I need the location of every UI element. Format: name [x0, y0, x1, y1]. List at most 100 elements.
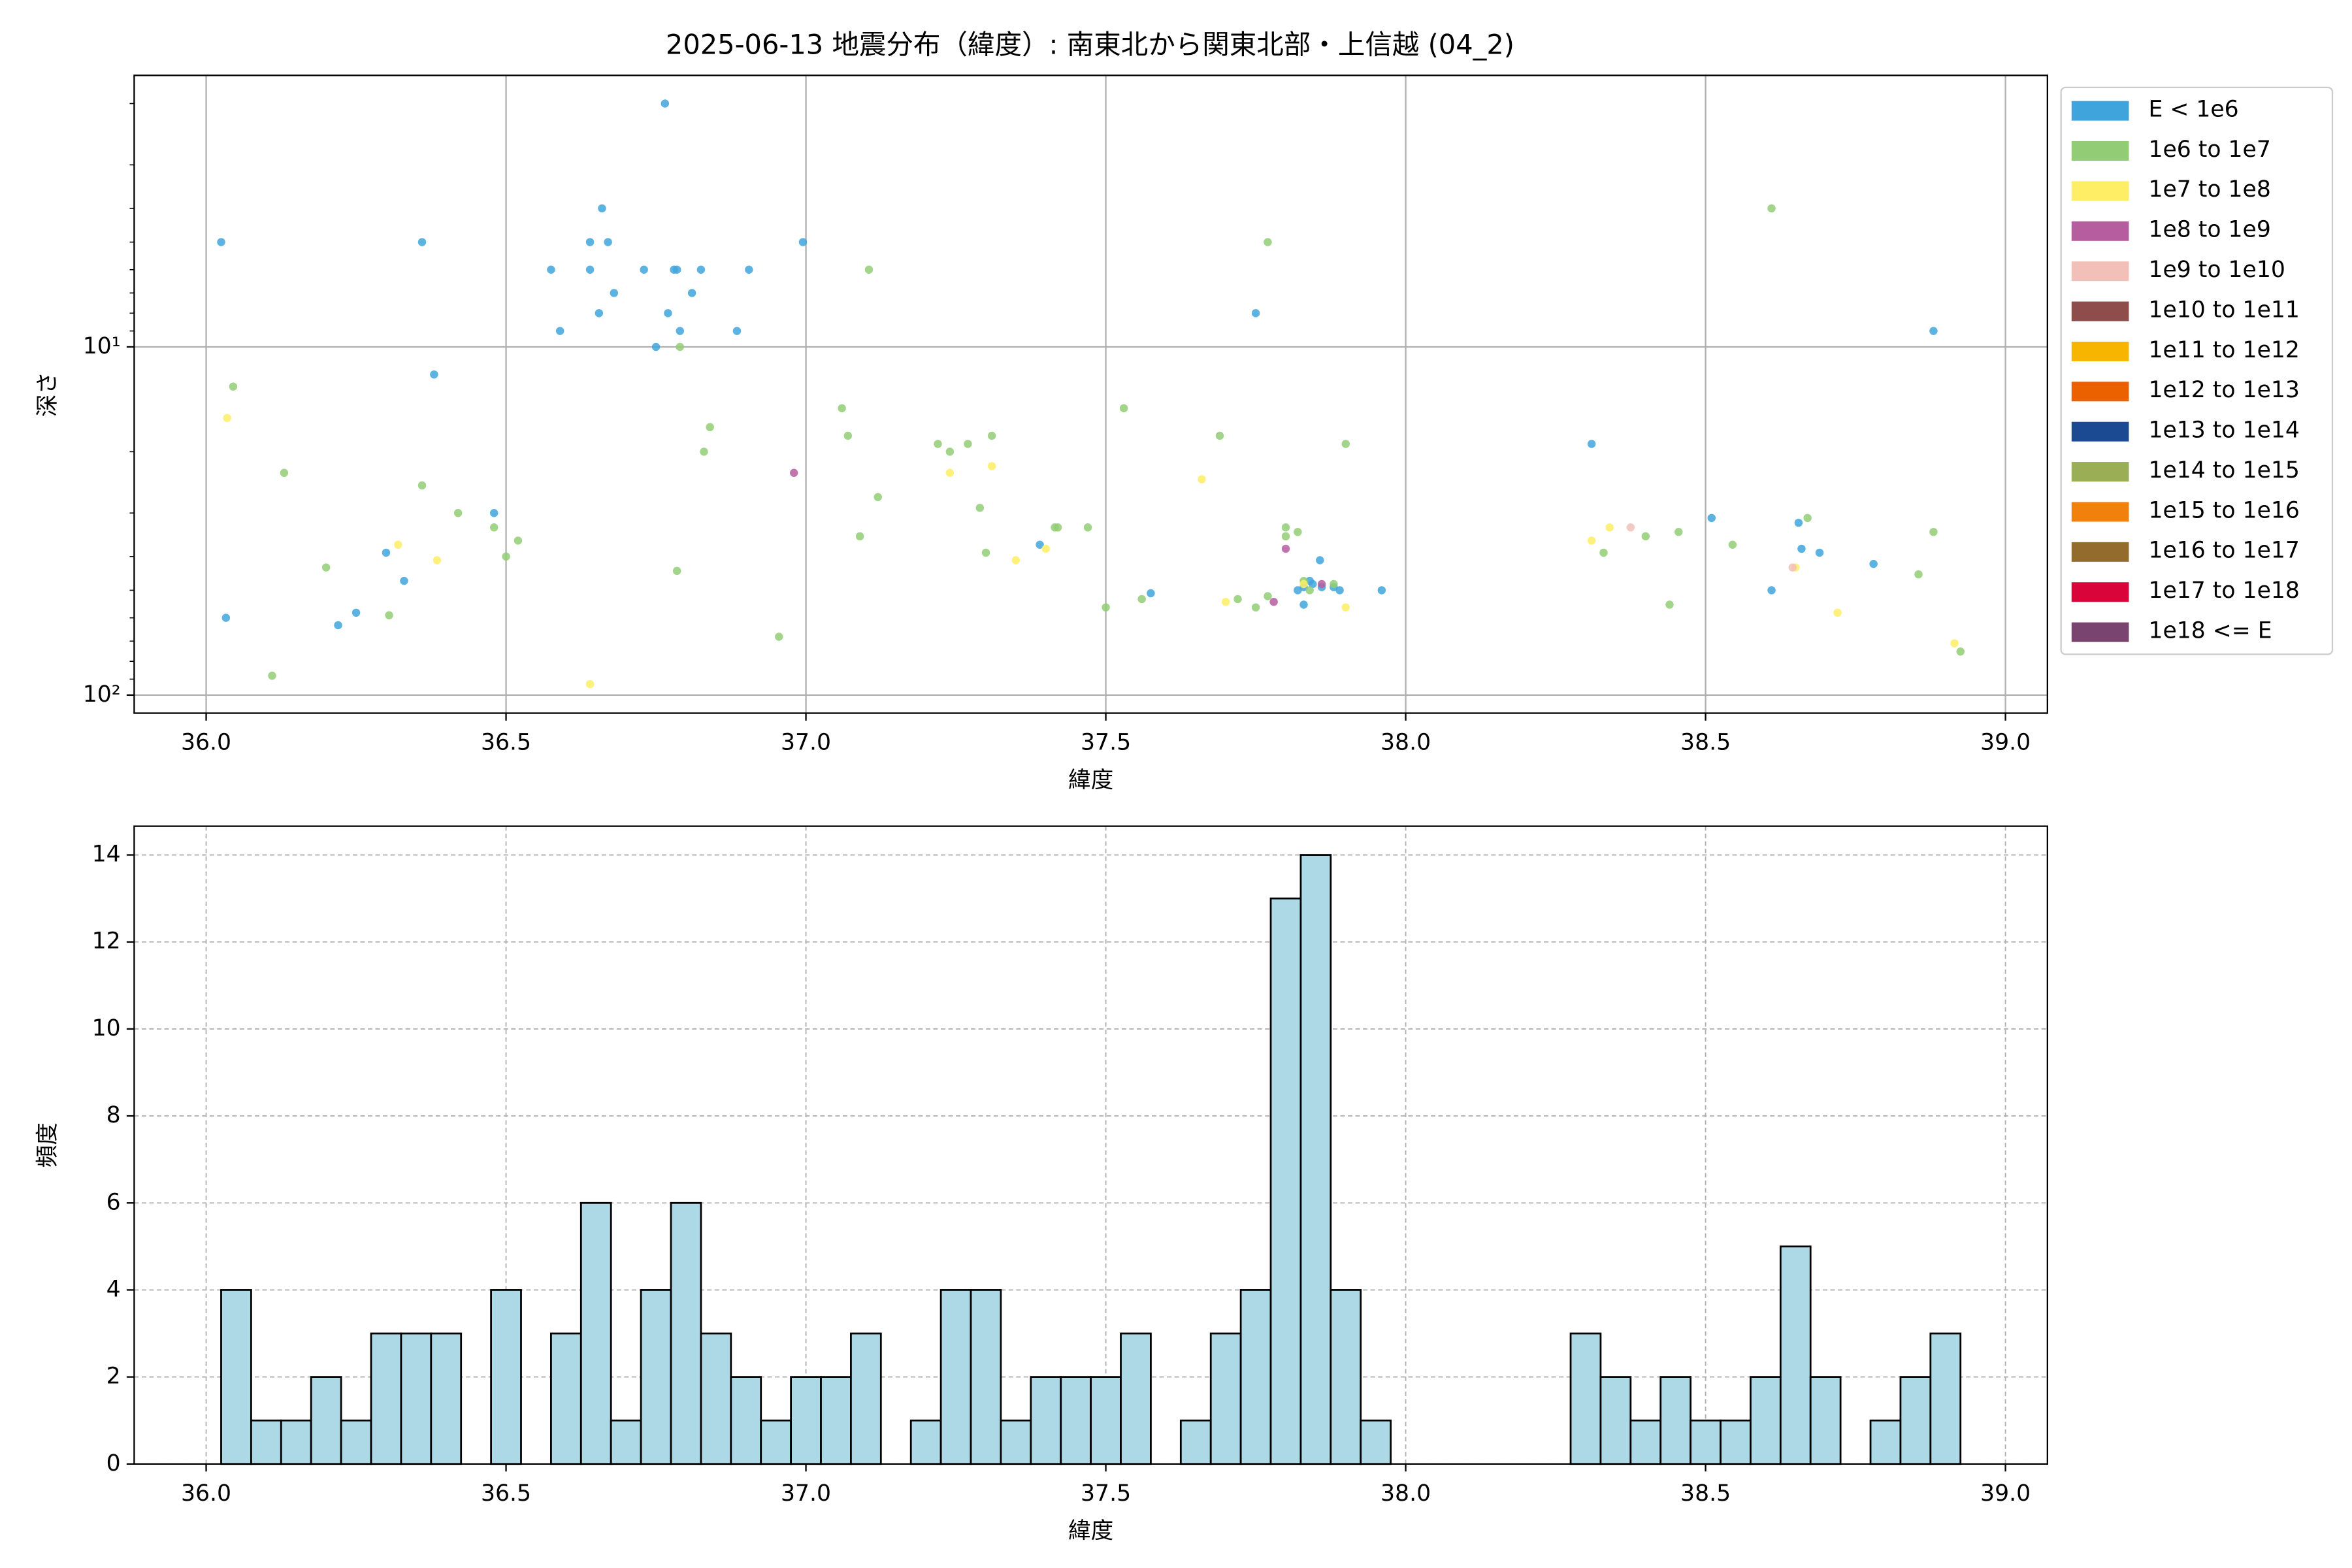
y-tick-label: 10¹: [83, 333, 121, 359]
bar: [1750, 1376, 1782, 1465]
legend-swatch: [2071, 382, 2129, 402]
y-tick-label: 2: [106, 1364, 121, 1390]
y-tick-label: 12: [92, 928, 121, 955]
point: [855, 532, 864, 541]
bar: [790, 1376, 822, 1465]
point: [400, 576, 408, 585]
bar: [340, 1419, 372, 1465]
bar: [220, 1289, 252, 1465]
x-tick-label: 38.0: [1380, 1480, 1431, 1507]
bar: [400, 1332, 433, 1465]
y-axis-label: 頻度: [35, 1122, 61, 1168]
point: [585, 238, 595, 246]
point: [1341, 440, 1350, 448]
bar: [1060, 1376, 1092, 1465]
point: [1264, 238, 1272, 246]
point: [987, 431, 996, 440]
point: [1377, 586, 1386, 595]
bar: [640, 1289, 672, 1465]
bar: [250, 1419, 282, 1465]
legend-label: 1e16 to 1e17: [2148, 538, 2299, 564]
point: [585, 265, 595, 274]
y-tick-label: 6: [106, 1189, 121, 1215]
point: [1803, 514, 1812, 523]
point: [604, 238, 612, 246]
point: [1309, 580, 1317, 589]
y-tick-label: 10²: [83, 681, 121, 708]
bar: [1179, 1419, 1212, 1465]
legend-swatch: [2071, 261, 2129, 282]
point: [280, 468, 289, 477]
legend-swatch: [2071, 141, 2129, 161]
legend-swatch: [2071, 341, 2129, 361]
point: [417, 481, 427, 490]
point: [661, 99, 670, 108]
point: [1083, 523, 1092, 532]
point: [1036, 540, 1044, 549]
bar: [1809, 1376, 1842, 1465]
point: [640, 265, 648, 274]
point: [1137, 595, 1146, 604]
legend-label: 1e8 to 1e9: [2148, 217, 2270, 243]
point: [798, 238, 808, 246]
point: [321, 563, 331, 572]
bar: [1030, 1376, 1062, 1465]
bar: [1869, 1419, 1902, 1465]
bar: [1000, 1419, 1032, 1465]
bar: [1120, 1332, 1152, 1465]
bar: [580, 1201, 612, 1465]
point: [1330, 580, 1338, 589]
point: [687, 289, 696, 297]
point: [1299, 600, 1308, 609]
point: [229, 382, 238, 391]
point: [598, 204, 606, 213]
point: [1665, 600, 1674, 609]
legend-label: 1e10 to 1e11: [2148, 297, 2299, 323]
point: [864, 265, 874, 274]
point: [651, 342, 661, 351]
point: [1587, 536, 1596, 545]
point: [334, 621, 342, 630]
point: [1269, 598, 1278, 606]
point: [1674, 527, 1683, 536]
point: [1294, 586, 1302, 595]
point: [1728, 540, 1737, 549]
bar: [550, 1332, 582, 1465]
legend-swatch: [2071, 462, 2129, 482]
bar: [1090, 1376, 1122, 1465]
legend-label: 1e6 to 1e7: [2148, 137, 2270, 163]
legend-swatch: [2071, 622, 2129, 642]
legend-label: 1e17 to 1e18: [2148, 578, 2299, 604]
legend-label: 1e11 to 1e12: [2148, 337, 2299, 363]
legend-label: E < 1e6: [2148, 96, 2238, 122]
point: [843, 431, 853, 440]
point: [1929, 327, 1938, 335]
point: [789, 468, 798, 477]
point: [1626, 523, 1635, 532]
bar: [280, 1419, 312, 1465]
y-tick-label: 14: [92, 841, 121, 868]
point: [838, 404, 846, 413]
y-tick-label: 10: [92, 1015, 121, 1041]
point: [1956, 647, 1965, 656]
bar: [1569, 1332, 1602, 1465]
point: [987, 462, 996, 470]
bar: [430, 1332, 463, 1465]
point: [1264, 592, 1272, 600]
plot-frame: [133, 74, 2048, 714]
point: [1815, 548, 1824, 557]
point: [981, 548, 990, 557]
bar: [1629, 1419, 1662, 1465]
legend-label: 1e12 to 1e13: [2148, 377, 2299, 403]
bar: [610, 1419, 642, 1465]
point: [514, 536, 523, 545]
bar: [1779, 1245, 1812, 1465]
x-tick-label: 36.0: [181, 730, 231, 756]
x-tick-label: 37.5: [1081, 1480, 1131, 1507]
bar: [1599, 1376, 1632, 1465]
bar: [1690, 1419, 1722, 1465]
x-tick-label: 38.5: [1680, 730, 1731, 756]
x-tick-label: 38.5: [1680, 1480, 1731, 1507]
legend-label: 1e18 <= E: [2148, 617, 2272, 644]
point: [1041, 544, 1050, 553]
